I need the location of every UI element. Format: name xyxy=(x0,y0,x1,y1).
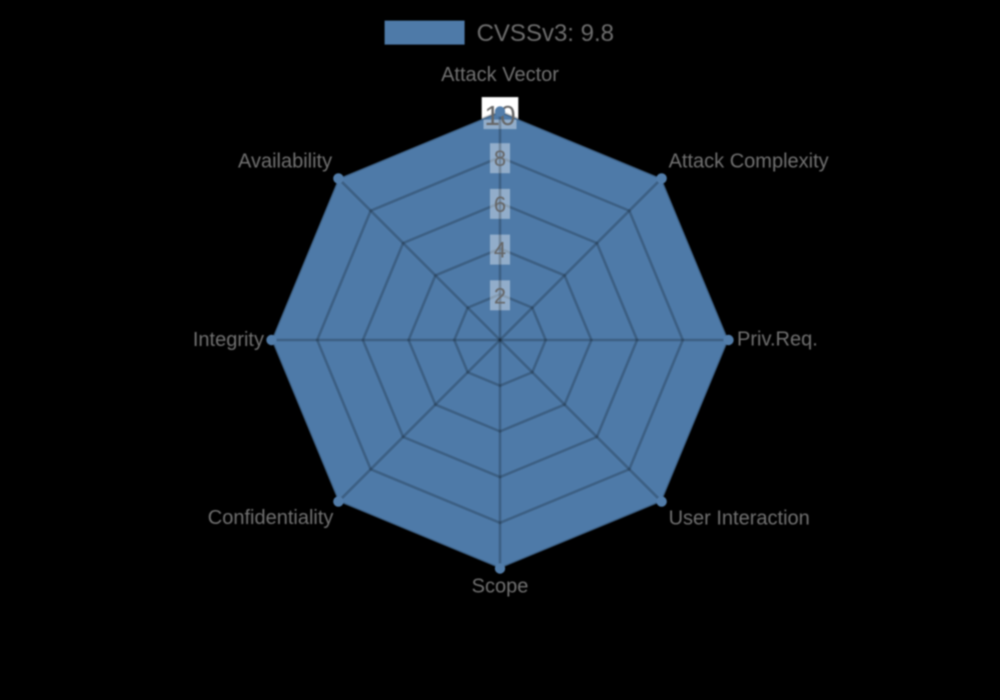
svg-text:2: 2 xyxy=(494,283,506,308)
svg-text:8: 8 xyxy=(494,146,506,171)
svg-text:Scope: Scope xyxy=(472,576,529,598)
svg-text:CVSSv3: 9.8: CVSSv3: 9.8 xyxy=(477,20,614,47)
svg-text:4: 4 xyxy=(494,238,506,263)
svg-text:6: 6 xyxy=(494,192,506,217)
svg-text:Attack Vector: Attack Vector xyxy=(441,64,559,86)
svg-text:Availability: Availability xyxy=(238,150,332,172)
svg-text:Priv.Req.: Priv.Req. xyxy=(737,329,818,351)
svg-text:Attack Complexity: Attack Complexity xyxy=(669,150,829,172)
svg-text:Integrity: Integrity xyxy=(193,329,264,351)
svg-text:Confidentiality: Confidentiality xyxy=(208,507,334,529)
svg-text:User Interaction: User Interaction xyxy=(669,508,810,530)
